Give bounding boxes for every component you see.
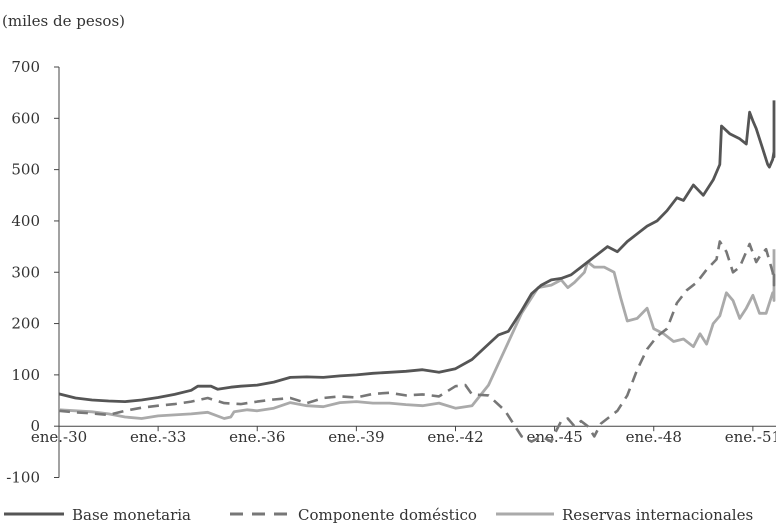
x-tick-label: ene.-42 [427,428,483,446]
y-tick-label: 500 [11,161,40,179]
y-tick-label: 100 [11,366,40,384]
y-tick-label: 300 [11,263,40,281]
y-tick-label: 400 [11,212,40,230]
legend-label: Componente doméstico [298,506,477,524]
y-tick-label: 600 [11,109,40,127]
y-axis: -100 0 100 200 300 400 500 600 700 [6,58,60,487]
x-axis: ene.-30 ene.-33 ene.-36 ene.-39 ene.-42 ene.-… [31,425,776,446]
x-tick-label: ene.-39 [328,428,384,446]
series-lines [58,100,776,443]
series-line-componente-dom-stico [58,240,776,443]
x-tick-label: ene.-33 [130,428,186,446]
legend-item: Base monetaria [4,506,191,524]
series-line-base-monetaria [58,100,776,404]
legend-item: Reservas internacionales [496,506,753,524]
y-unit-label: (miles de pesos) [2,12,125,30]
legend-label: Reservas internacionales [562,506,753,524]
legend: Base monetaria Componente doméstico Reserv… [4,506,753,524]
legend-label: Base monetaria [72,506,191,524]
y-tick-label: 0 [30,417,40,435]
y-tick-label: 200 [11,315,40,333]
y-tick-label: 700 [11,58,40,76]
x-tick-label: ene.-36 [229,428,285,446]
legend-item: Componente doméstico [230,506,477,524]
y-tick-label: -100 [6,469,40,487]
x-tick-label: ene.-48 [626,428,682,446]
x-tick-label: ene.-51 [725,428,776,446]
x-tick-label: ene.-45 [526,428,582,446]
series-line-reservas-internacionales [58,249,776,420]
x-tick-label: ene.-30 [31,428,87,446]
